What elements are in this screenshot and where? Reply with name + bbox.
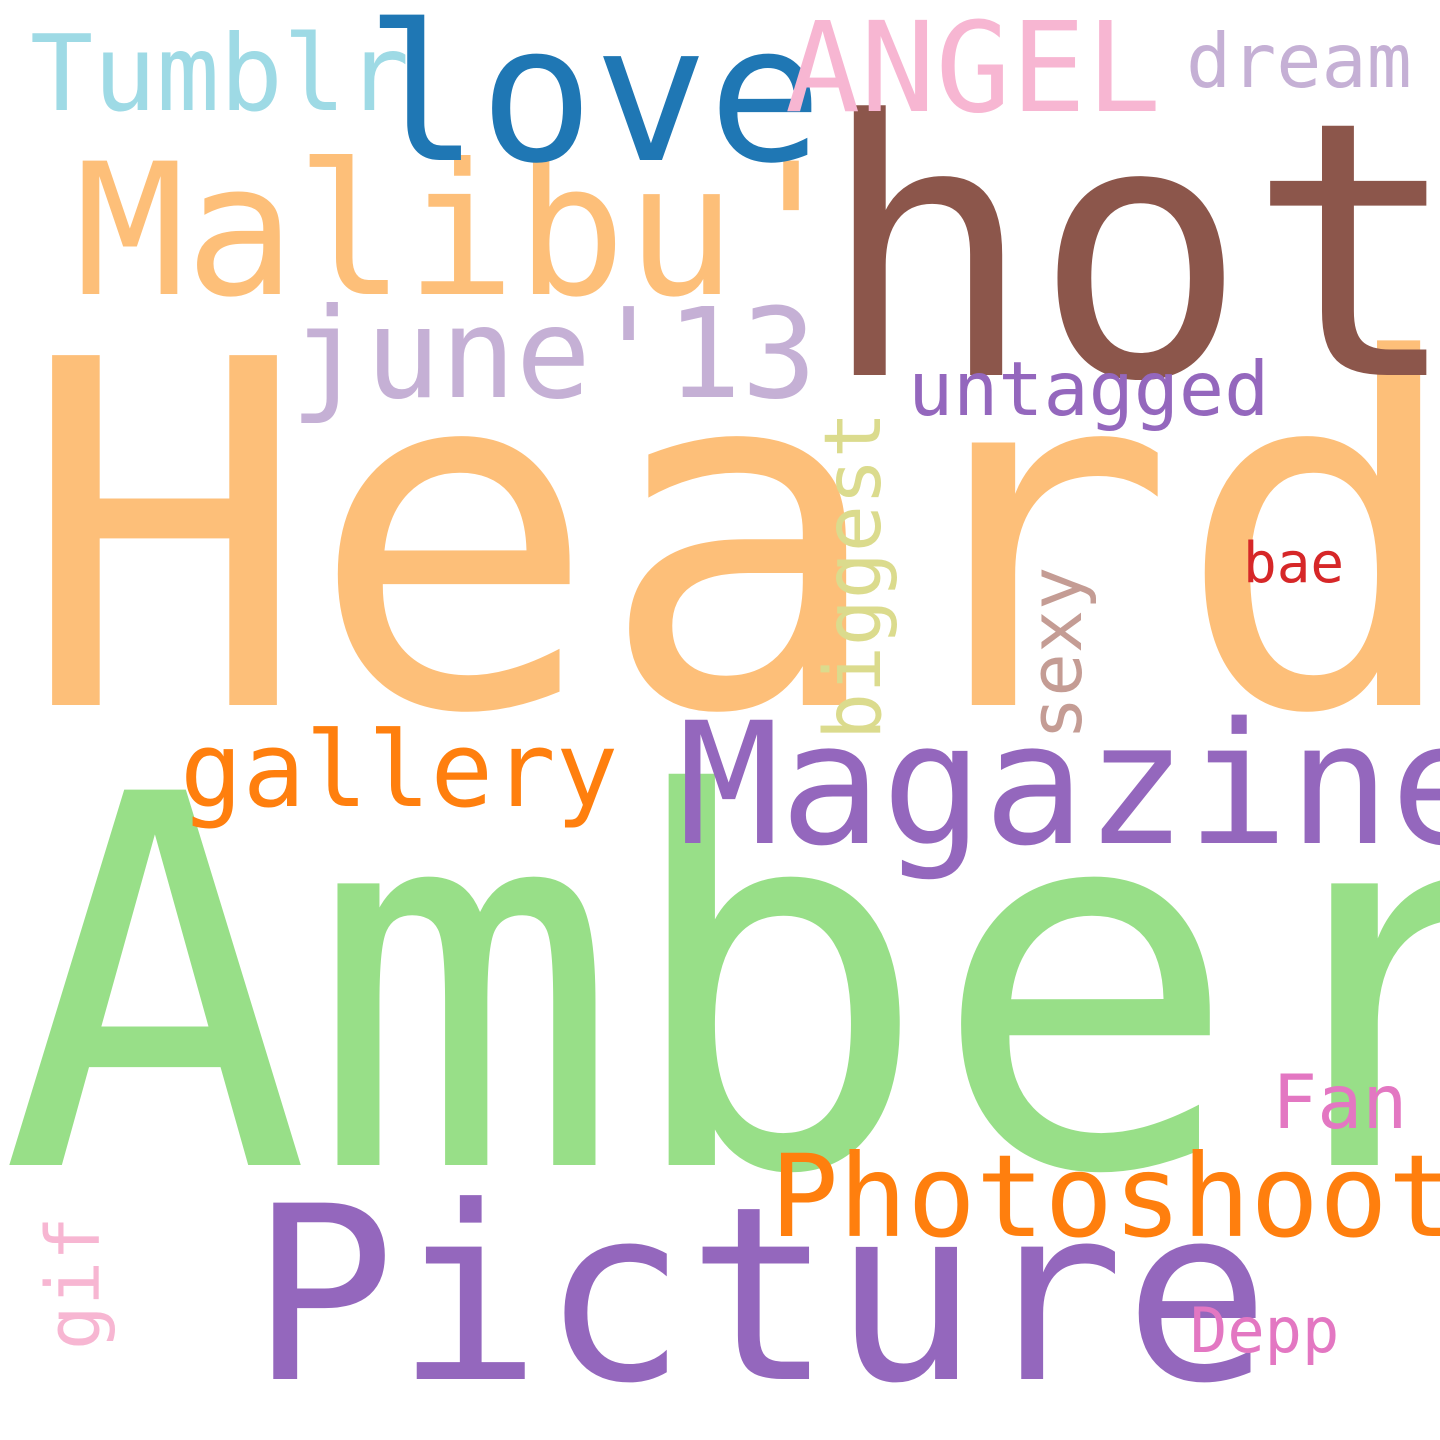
word-sexy: sexy xyxy=(1014,566,1098,740)
word-tumblr: Tumblr xyxy=(30,13,410,135)
word-untagged: untagged xyxy=(908,345,1270,433)
word-gallery: gallery xyxy=(180,709,619,831)
word-gif: gif xyxy=(31,1216,117,1350)
word-angel: ANGEL xyxy=(785,0,1162,141)
word-dream: dream xyxy=(1186,17,1412,105)
word-magazine: Magazine xyxy=(678,686,1440,883)
word-amber: Amber xyxy=(0,688,1440,1287)
word-fan: Fan xyxy=(1272,1058,1408,1146)
word-heard: Heard xyxy=(20,260,1440,819)
word-malibu: Malibu' xyxy=(75,125,847,338)
word-bae: bae xyxy=(1243,531,1345,596)
word-picture: Picture xyxy=(250,1155,1270,1437)
word-hot: hot xyxy=(820,45,1440,459)
word-depp: Depp xyxy=(1190,1294,1340,1367)
word-biggest: biggest xyxy=(809,411,899,740)
word-june13: june'13 xyxy=(290,282,817,427)
word-love: love xyxy=(365,0,823,205)
word-photoshoot: Photoshoot xyxy=(770,1130,1440,1263)
